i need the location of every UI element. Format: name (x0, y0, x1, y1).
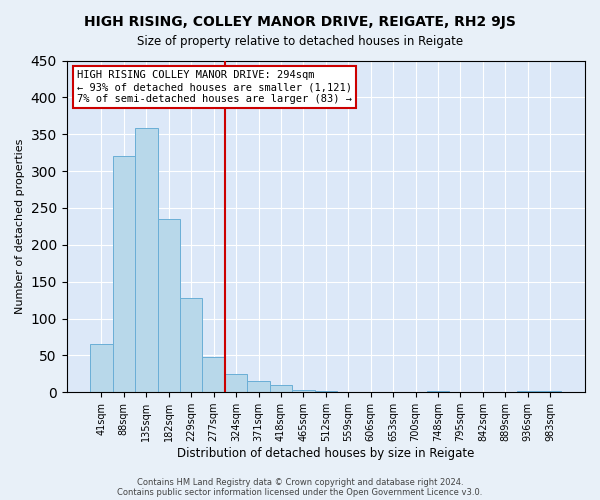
Text: HIGH RISING COLLEY MANOR DRIVE: 294sqm
← 93% of detached houses are smaller (1,1: HIGH RISING COLLEY MANOR DRIVE: 294sqm ←… (77, 70, 352, 104)
Bar (180, 298, 202, 392)
Bar (270, 385, 292, 392)
Bar (113, 156, 135, 392)
X-axis label: Distribution of detached houses by size in Reigate: Distribution of detached houses by size … (177, 447, 475, 460)
Bar (247, 381, 270, 392)
Bar (292, 390, 314, 392)
Bar (90, 344, 113, 392)
Y-axis label: Number of detached properties: Number of detached properties (15, 138, 25, 314)
Bar (202, 357, 225, 392)
Text: Size of property relative to detached houses in Reigate: Size of property relative to detached ho… (137, 35, 463, 48)
Bar (135, 128, 158, 392)
Bar (158, 219, 180, 392)
Text: Contains HM Land Registry data © Crown copyright and database right 2024.
Contai: Contains HM Land Registry data © Crown c… (118, 478, 482, 497)
Bar (225, 374, 247, 392)
Text: HIGH RISING, COLLEY MANOR DRIVE, REIGATE, RH2 9JS: HIGH RISING, COLLEY MANOR DRIVE, REIGATE… (84, 15, 516, 29)
